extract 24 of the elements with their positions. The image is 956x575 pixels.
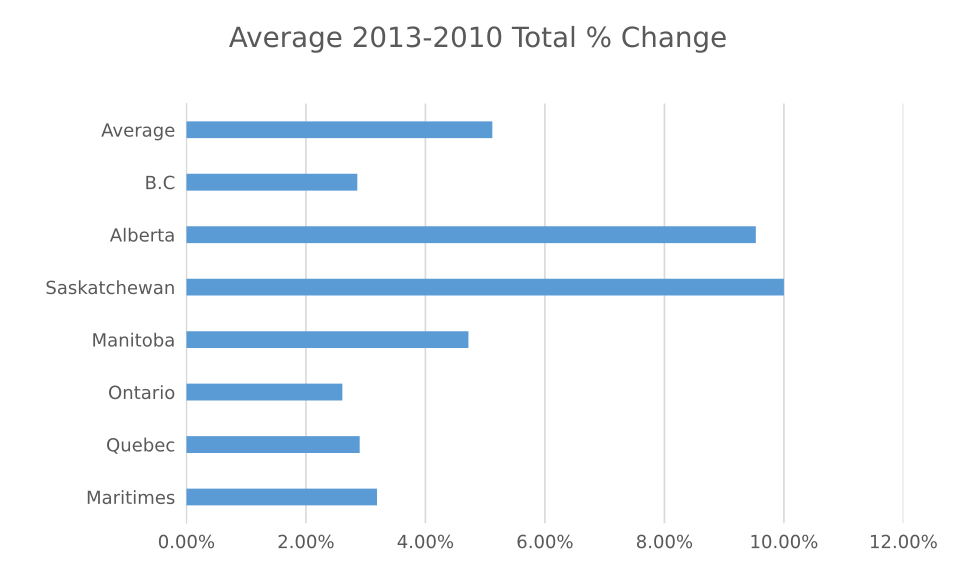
y-tick-label: Alberta	[110, 228, 174, 242]
bar	[186, 174, 358, 191]
x-tick-label: 4.00%	[398, 534, 454, 548]
x-tick-label: 6.00%	[518, 534, 573, 548]
y-tick-label: B.C	[146, 176, 174, 190]
bar	[186, 488, 378, 506]
x-tick-label: 8.00%	[636, 534, 692, 548]
x-tick-label: 0.00%	[158, 534, 214, 548]
y-tick-label: Manitoba	[93, 332, 174, 347]
bar	[186, 331, 468, 348]
x-tick-label: 10.00%	[751, 534, 818, 548]
y-tick-label: Maritimes	[88, 490, 174, 504]
bar	[186, 436, 360, 453]
y-tick-label: Ontario	[109, 385, 174, 400]
x-tick-label: 2.00%	[278, 534, 334, 548]
bar	[186, 121, 492, 138]
bar	[186, 384, 342, 400]
x-tick-label: 12.00%	[870, 534, 937, 548]
y-tick-label: Quebec	[107, 438, 174, 454]
bar	[186, 226, 756, 244]
y-tick-label: Average	[101, 123, 174, 140]
chart-title: Average 2013-2010 Total % Change	[229, 26, 726, 53]
y-tick-label: Saskatchewan	[46, 280, 174, 294]
bar	[186, 278, 784, 296]
